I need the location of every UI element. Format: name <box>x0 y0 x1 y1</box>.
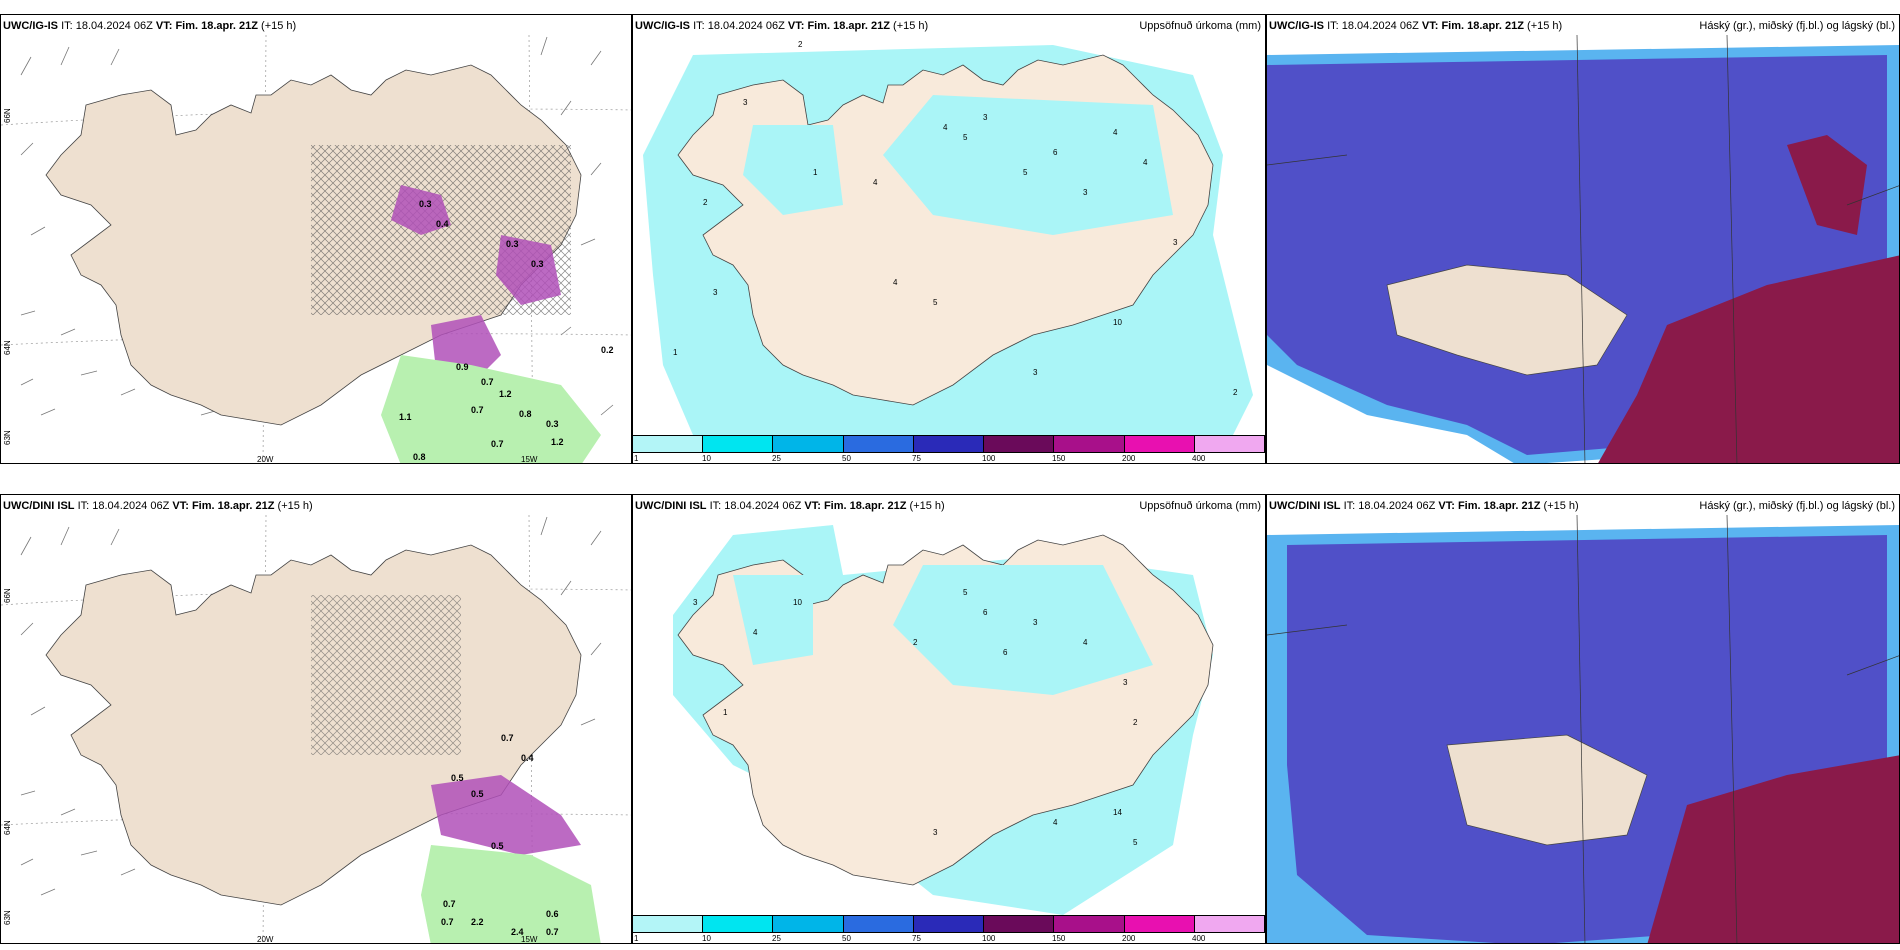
wind-barbs <box>20 36 614 416</box>
svg-text:10: 10 <box>793 598 802 607</box>
svg-text:3: 3 <box>1033 368 1038 377</box>
svg-text:0.4: 0.4 <box>436 219 449 229</box>
svg-text:2: 2 <box>1233 388 1238 397</box>
svg-text:0.9: 0.9 <box>456 362 469 372</box>
svg-text:2: 2 <box>913 638 918 647</box>
lat-label-64: 64N <box>3 340 12 355</box>
svg-text:0.7: 0.7 <box>491 439 504 449</box>
header-top-precip: UWC/IG-IS IT: 18.04.2024 06Z VT: Fim. 18… <box>635 17 1261 35</box>
svg-text:3: 3 <box>983 113 988 122</box>
svg-text:2: 2 <box>1133 718 1138 727</box>
svg-text:6: 6 <box>983 608 988 617</box>
panel-bottom-wind: UWC/DINI ISL IT: 18.04.2024 06Z VT: Fim.… <box>0 494 632 944</box>
svg-text:1: 1 <box>673 348 678 357</box>
green-precip <box>381 355 601 463</box>
svg-text:0.7: 0.7 <box>546 927 559 937</box>
svg-text:5: 5 <box>933 298 938 307</box>
svg-text:1.2: 1.2 <box>551 437 564 447</box>
svg-text:5: 5 <box>963 133 968 142</box>
svg-text:2.4: 2.4 <box>511 927 524 937</box>
lon-label-15: 15W <box>521 455 538 464</box>
header-bottom-precip: UWC/DINI ISL IT: 18.04.2024 06Z VT: Fim.… <box>635 500 1261 512</box>
map-bottom-precip: 3 4 5 6 2 3 4 1 10 6 3 2 14 5 4 3 <box>673 525 1214 915</box>
svg-text:0.3: 0.3 <box>546 419 559 429</box>
cloud-title: Háský (gr.), miðský (fj.bl.) og lágský (… <box>1699 20 1895 32</box>
svg-text:4: 4 <box>1083 638 1088 647</box>
lon-label-20: 20W <box>257 455 274 464</box>
svg-text:1: 1 <box>813 168 818 177</box>
precip-over-land <box>743 95 1173 235</box>
svg-text:1.1: 1.1 <box>399 412 412 422</box>
svg-text:6: 6 <box>1053 148 1058 157</box>
svg-text:3: 3 <box>743 98 748 107</box>
svg-text:0.8: 0.8 <box>413 452 426 462</box>
svg-text:3: 3 <box>1123 678 1128 687</box>
map-top-precip: 2 3 4 5 3 1 4 5 6 3 4 4 3 2 1 3 4 5 3 10… <box>643 40 1253 435</box>
svg-text:10: 10 <box>1113 318 1122 327</box>
map-top-wind: 0.3 0.4 0.3 0.3 0.2 0.9 0.7 1.2 1.1 0.7 … <box>1 35 631 463</box>
svg-text:0.6: 0.6 <box>546 909 559 919</box>
high-cloud <box>1598 255 1899 463</box>
panel-bottom-cloud: UWC/DINI ISL IT: 18.04.2024 06Z VT: Fim.… <box>1266 494 1900 944</box>
svg-text:0.5: 0.5 <box>491 841 504 851</box>
precip-title: Uppsöfnuð úrkoma (mm) <box>1139 20 1261 32</box>
svg-text:4: 4 <box>753 628 758 637</box>
svg-text:0.3: 0.3 <box>506 239 519 249</box>
lat-label-63: 63N <box>3 430 12 445</box>
svg-text:0.7: 0.7 <box>471 405 484 415</box>
svg-text:2: 2 <box>798 40 803 49</box>
svg-text:0.5: 0.5 <box>451 773 464 783</box>
svg-text:0.2: 0.2 <box>601 345 614 355</box>
header-bottom-wind: UWC/DINI ISL IT: 18.04.2024 06Z VT: Fim.… <box>3 500 313 512</box>
header-bottom-cloud: UWC/DINI ISL IT: 18.04.2024 06Z VT: Fim.… <box>1269 497 1895 515</box>
svg-text:0.4: 0.4 <box>521 753 534 763</box>
svg-text:4: 4 <box>943 123 948 132</box>
svg-text:3: 3 <box>1083 188 1088 197</box>
svg-text:1.2: 1.2 <box>499 389 512 399</box>
map-bottom-wind: 0.7 0.4 0.5 0.5 0.5 0.7 0.7 2.2 2.4 0.6 … <box>1 515 631 943</box>
svg-text:3: 3 <box>713 288 718 297</box>
legend-top: 1 10 25 50 75 100 150 200 400 <box>633 435 1265 463</box>
svg-text:0.7: 0.7 <box>501 733 514 743</box>
svg-text:0.3: 0.3 <box>419 199 432 209</box>
svg-text:5: 5 <box>1133 838 1138 847</box>
svg-text:4: 4 <box>1143 158 1148 167</box>
panel-bottom-precip: UWC/DINI ISL IT: 18.04.2024 06Z VT: Fim.… <box>632 494 1266 944</box>
lat-label-66: 66N <box>3 108 12 123</box>
svg-text:5: 5 <box>963 588 968 597</box>
panel-top-precip: UWC/IG-IS IT: 18.04.2024 06Z VT: Fim. 18… <box>632 14 1266 464</box>
svg-text:2: 2 <box>703 198 708 207</box>
svg-text:6: 6 <box>1003 648 1008 657</box>
purple-precip <box>391 185 561 385</box>
map-bottom-cloud <box>1267 515 1899 943</box>
panel-top-cloud: UWC/IG-IS IT: 18.04.2024 06Z VT: Fim. 18… <box>1266 14 1900 464</box>
svg-text:4: 4 <box>1113 128 1118 137</box>
map-top-cloud <box>1267 35 1899 463</box>
svg-text:0.7: 0.7 <box>441 917 454 927</box>
svg-text:0.7: 0.7 <box>443 899 456 909</box>
svg-text:4: 4 <box>1053 818 1058 827</box>
value-labels: 0.3 0.4 0.3 0.3 0.2 0.9 0.7 1.2 1.1 0.7 … <box>399 199 614 462</box>
svg-text:3: 3 <box>1173 238 1178 247</box>
svg-text:14: 14 <box>1113 808 1122 817</box>
legend-bottom: 1 10 25 50 75 100 150 200 400 <box>633 915 1265 943</box>
svg-text:3: 3 <box>933 828 938 837</box>
header-top-wind: UWC/IG-IS IT: 18.04.2024 06Z VT: Fim. 18… <box>3 20 297 32</box>
panel-top-wind: UWC/IG-IS IT: 18.04.2024 06Z VT: Fim. 18… <box>0 14 632 464</box>
svg-text:0.8: 0.8 <box>519 409 532 419</box>
svg-text:1: 1 <box>723 708 728 717</box>
land-gap <box>1386 264 1628 376</box>
svg-text:2.2: 2.2 <box>471 917 484 927</box>
svg-text:0.5: 0.5 <box>471 789 484 799</box>
precip-numbers: 2 3 4 5 3 1 4 5 6 3 4 4 3 2 1 3 4 5 3 10… <box>673 40 1238 397</box>
svg-text:3: 3 <box>1033 618 1038 627</box>
header-top-cloud: UWC/IG-IS IT: 18.04.2024 06Z VT: Fim. 18… <box>1269 17 1895 35</box>
svg-text:3: 3 <box>693 598 698 607</box>
svg-text:5: 5 <box>1023 168 1028 177</box>
model-label: UWC/IG-IS <box>3 20 58 32</box>
svg-text:0.3: 0.3 <box>531 259 544 269</box>
svg-text:0.7: 0.7 <box>481 377 494 387</box>
svg-text:4: 4 <box>893 278 898 287</box>
svg-text:4: 4 <box>873 178 878 187</box>
